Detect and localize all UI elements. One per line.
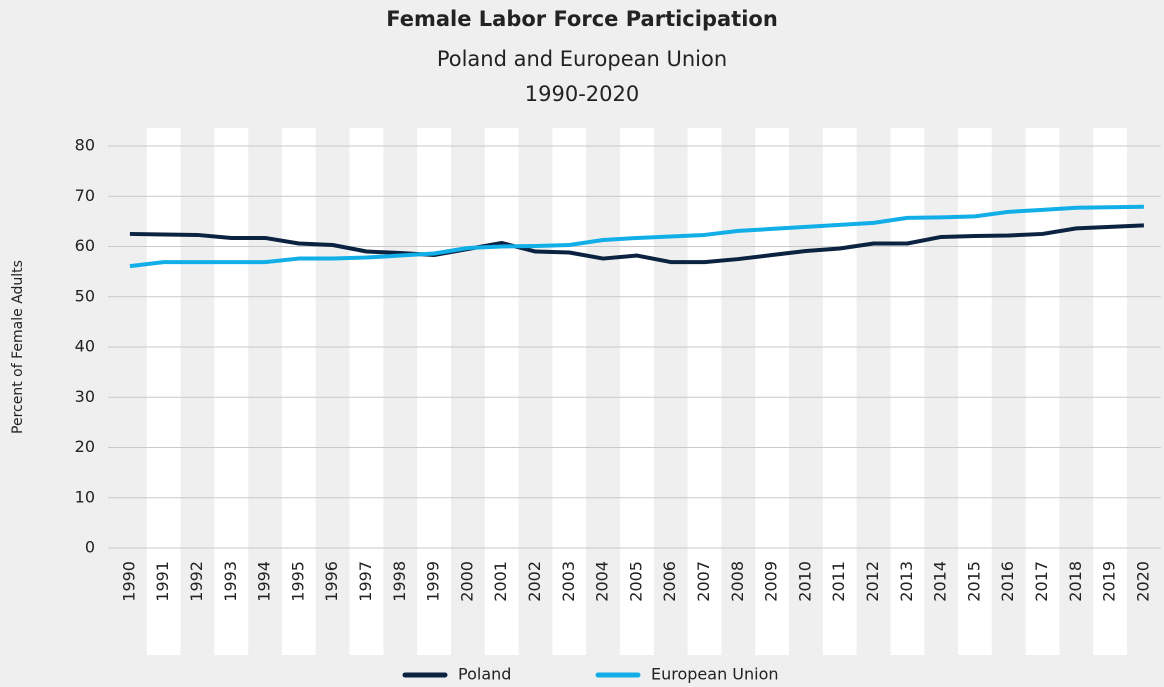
x-tick-label: 2013: [897, 561, 916, 602]
x-tick-label: 1991: [153, 561, 172, 602]
y-tick-label: 40: [75, 337, 95, 356]
band: [349, 128, 384, 655]
band: [687, 128, 722, 655]
x-tick-label: 1998: [390, 561, 409, 602]
x-tick-label: 2019: [1100, 561, 1119, 602]
band: [620, 128, 654, 655]
band: [282, 128, 316, 655]
y-axis-label: Percent of Female Adults: [10, 260, 26, 434]
band: [755, 128, 789, 655]
bands: [146, 128, 1127, 655]
x-tick-label: 2003: [559, 561, 578, 602]
x-tick-label: 1995: [288, 561, 307, 602]
x-tick-label: 1997: [356, 561, 375, 602]
x-tick-label: 1990: [119, 561, 138, 602]
series-line: [129, 223, 1144, 265]
legend-label: European Union: [651, 665, 779, 684]
chart-subtitle: 1990-2020: [525, 82, 639, 106]
x-tick-label: 2016: [998, 561, 1017, 602]
x-tick-label: 2012: [863, 561, 882, 602]
x-tick-label: 2014: [931, 561, 950, 602]
band: [484, 128, 519, 655]
y-tick-label: 80: [75, 136, 95, 155]
x-tick-label: 2004: [593, 561, 612, 602]
x-tick-label: 2008: [728, 561, 747, 602]
x-tick-label: 2005: [626, 561, 645, 602]
band: [552, 128, 587, 655]
y-tick-label: 70: [75, 186, 95, 205]
x-tick-label: 2000: [457, 561, 476, 602]
legend-label: Poland: [458, 665, 511, 684]
y-tick-label: 0: [85, 538, 95, 557]
series-line: [129, 204, 1144, 269]
x-tick-label: 2007: [694, 561, 713, 602]
x-tick-label: 2009: [762, 561, 781, 602]
band: [214, 128, 249, 655]
x-tick-label: 2015: [964, 561, 983, 602]
x-tick-label: 2006: [660, 561, 679, 602]
x-tick-label: 2011: [829, 561, 848, 602]
y-tick-label: 50: [75, 286, 95, 305]
x-tick-label: 2017: [1032, 561, 1051, 602]
band: [417, 128, 451, 655]
x-tick-label: 1993: [221, 561, 240, 602]
band: [146, 128, 181, 655]
y-tick-label: 20: [75, 437, 95, 456]
band: [1025, 128, 1060, 655]
x-tick-label: 2020: [1133, 561, 1152, 602]
y-tick-label: 60: [75, 236, 95, 255]
x-tick-label: 2018: [1066, 561, 1085, 602]
x-tick-label: 2010: [795, 561, 814, 602]
band: [1093, 128, 1127, 655]
x-tick-label: 1992: [187, 561, 206, 602]
x-tick-label: 1999: [424, 561, 443, 602]
y-tick-label: 30: [75, 387, 95, 406]
band: [822, 128, 857, 655]
chart-title: Female Labor Force Participation: [386, 7, 778, 31]
x-tick-label: 2002: [525, 561, 544, 602]
x-tick-label: 1996: [322, 561, 341, 602]
y-tick-label: 10: [75, 487, 95, 506]
x-tick-label: 1994: [255, 561, 274, 602]
x-tick-label: 2001: [491, 561, 510, 602]
chart-subtitle: Poland and European Union: [437, 47, 727, 71]
